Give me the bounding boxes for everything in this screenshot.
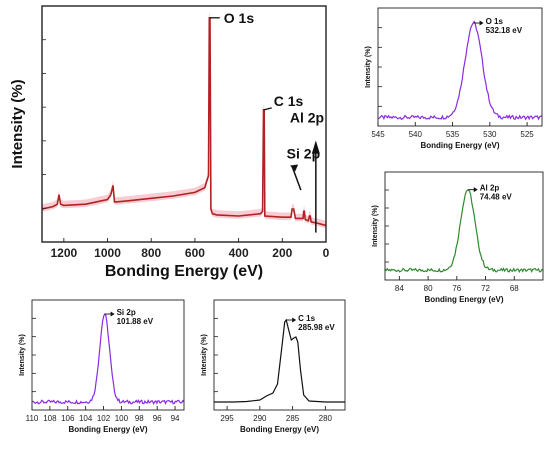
peak-label: Si 2p [117,308,136,317]
x-tick-label: 104 [79,414,93,423]
peak-energy-label: 74.48 eV [480,193,513,202]
plot-frame [31,299,185,411]
y-axis-label: Intensity (%) [372,205,379,247]
x-tick-label: 545 [371,130,385,139]
peak-label-o1s: O 1s [224,10,255,26]
x-tick-label: 110 [26,414,39,423]
x-tick-label: 68 [510,284,519,293]
peak-energy-label: 532.18 eV [486,26,523,35]
arrow-head [479,20,484,26]
x-tick-label: 290 [253,414,267,423]
arrow-head [473,187,478,193]
y-axis-label: Intensity (%) [9,79,26,168]
x-tick-label: 96 [153,414,162,423]
x-tick-label: 800 [141,246,161,260]
x-tick-label: 200 [272,246,292,260]
x-tick-label: 530 [483,130,497,139]
arrow-head [292,317,297,323]
x-tick-label: 280 [319,414,333,423]
x-tick-label: 540 [409,130,423,139]
x-tick-label: 295 [220,414,234,423]
plot-frame [384,171,544,281]
arrow-head [290,164,299,172]
plot-frame [41,5,327,243]
x-axis-label: Bonding Energy (eV) [240,425,319,434]
chart-o1s: 545 540 535 530 525 Bonding Energy (eV) Intens… [365,7,543,150]
x-tick-label: 535 [446,130,460,139]
x-tick-label: 84 [395,284,404,293]
arrow-shaft [291,166,302,191]
peak-label: C 1s [298,314,315,323]
x-tick-label: 0 [323,246,330,260]
x-tick-label: 600 [185,246,205,260]
y-axis-label: Intensity (%) [19,334,26,376]
y-axis-label: Intensity (%) [365,46,372,88]
survey-shading [42,13,326,229]
series-line [384,189,544,274]
x-tick-label: 98 [135,414,144,423]
peak-label: Al 2p [480,184,500,193]
x-tick-label: 102 [97,414,111,423]
x-tick-label: 1000 [94,246,121,260]
x-axis-label: Bonding Energy (eV) [105,263,263,280]
series-line [214,318,345,403]
arrow-head [311,140,320,154]
x-tick-label: 72 [481,284,490,293]
peak-label: O 1s [486,17,504,26]
series-line [31,313,185,406]
peak-label-c1s: C 1s [274,93,304,109]
x-axis-label: Bonding Energy (eV) [424,295,503,304]
x-axis-label: Bonding Energy (eV) [68,425,147,434]
chart-al2p: 84 80 76 72 68 Bonding Energy (eV) Intensity (… [372,171,544,304]
x-tick-label: 1200 [50,246,77,260]
y-axis-label: Intensity (%) [201,334,208,376]
x-tick-label: 106 [61,414,75,423]
x-axis-label: Bonding Energy (eV) [420,141,499,150]
chart-survey: 1200 1000 800 600 400 200 0 Bonding Energy (eV)… [9,5,330,280]
plot-frame [213,299,346,411]
series-line [377,20,543,121]
peak-label-si2p: Si 2p [287,145,320,161]
x-tick-label: 100 [115,414,129,423]
chart-si2p: 110 108 106 104 102 100 98 96 94 Bonding Energy (… [19,299,185,434]
x-tick-label: 400 [229,246,249,260]
peak-energy-label: 101.88 eV [117,317,154,326]
x-tick-label: 80 [424,284,433,293]
x-tick-label: 525 [520,130,534,139]
peak-energy-label: 285.98 eV [298,323,335,332]
x-tick-label: 285 [286,414,300,423]
arrow-head [110,311,115,317]
x-tick-label: 94 [171,414,180,423]
series-line [41,17,327,227]
x-tick-label: 108 [43,414,57,423]
x-tick-label: 76 [452,284,461,293]
peak-label-al2p: Al 2p [290,110,324,126]
peak-pointer [263,107,272,111]
